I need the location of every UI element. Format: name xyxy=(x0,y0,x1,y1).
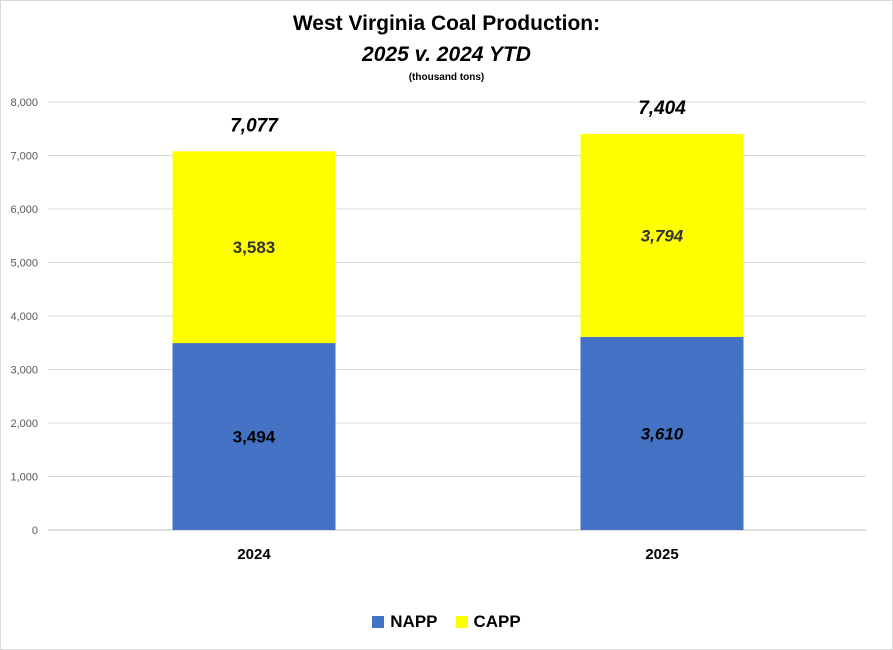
legend-item-napp: NAPP xyxy=(372,612,438,632)
y-tick-label: 7,000 xyxy=(10,151,38,163)
chart-units-note: (thousand tons) xyxy=(408,72,485,83)
y-tick-label: 1,000 xyxy=(10,472,38,484)
y-tick-label: 5,000 xyxy=(10,258,38,270)
y-tick-label: 4,000 xyxy=(10,311,38,323)
legend-swatch-napp xyxy=(372,616,385,628)
legend-label-capp: CAPP xyxy=(473,612,521,631)
legend-swatch-capp xyxy=(455,616,468,628)
y-tick-label: 8,000 xyxy=(10,97,38,109)
bar-napp-2025 xyxy=(580,336,744,530)
bar-capp-2025 xyxy=(580,133,744,337)
bar-napp-2024 xyxy=(172,343,336,530)
data-label: 3,583 xyxy=(233,238,276,257)
legend-label-napp: NAPP xyxy=(390,612,438,631)
chart-title: West Virginia Coal Production: xyxy=(292,12,601,35)
total-label: 7,077 xyxy=(230,115,279,136)
chart-subtitle: 2025 v. 2024 YTD xyxy=(362,43,531,66)
chart-legend: NAPP CAPP xyxy=(0,612,893,632)
y-tick-label: 0 xyxy=(32,525,38,537)
y-tick-label: 3,000 xyxy=(10,365,38,377)
legend-item-capp: CAPP xyxy=(455,612,521,632)
total-label: 7,404 xyxy=(638,98,686,119)
y-tick-label: 2,000 xyxy=(10,418,38,430)
x-tick-label: 2025 xyxy=(645,546,678,563)
x-tick-label: 2024 xyxy=(237,546,271,563)
data-label: 3,610 xyxy=(641,424,684,443)
y-tick-label: 6,000 xyxy=(10,204,38,216)
data-label: 3,794 xyxy=(641,226,684,245)
data-label: 3,494 xyxy=(233,428,276,447)
bar-capp-2024 xyxy=(172,151,336,344)
